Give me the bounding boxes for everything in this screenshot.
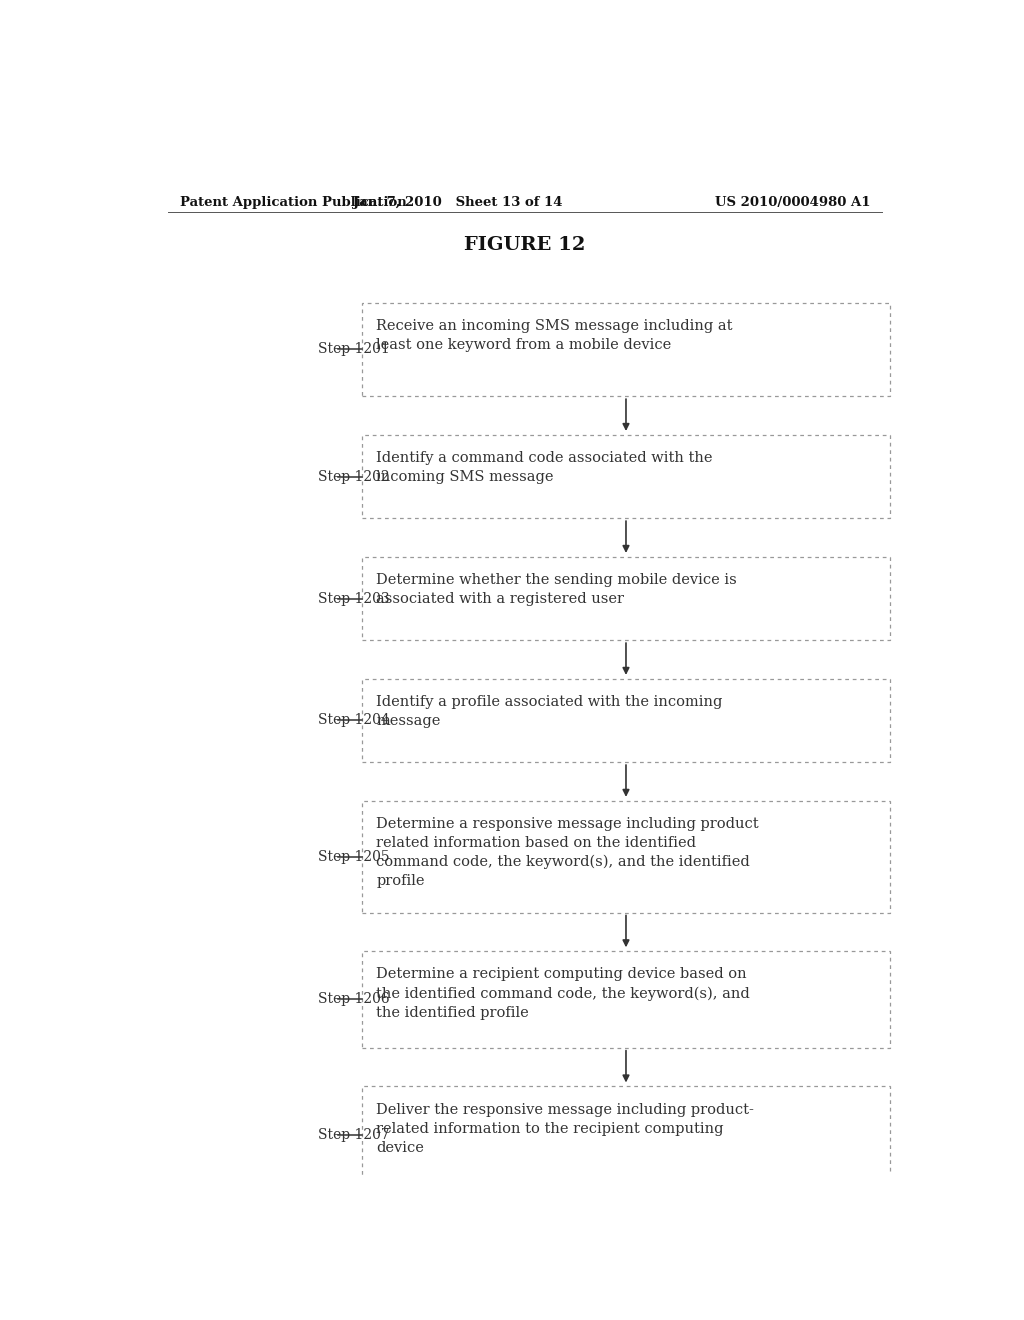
- Text: Identify a command code associated with the
incoming SMS message: Identify a command code associated with …: [377, 451, 713, 484]
- Text: Receive an incoming SMS message including at
least one keyword from a mobile dev: Receive an incoming SMS message includin…: [377, 319, 733, 352]
- Text: Determine whether the sending mobile device is
associated with a registered user: Determine whether the sending mobile dev…: [377, 573, 737, 606]
- Text: Step 1207: Step 1207: [318, 1127, 390, 1142]
- FancyBboxPatch shape: [362, 1086, 890, 1183]
- Text: Determine a responsive message including product
related information based on th: Determine a responsive message including…: [377, 817, 759, 888]
- Text: Step 1204: Step 1204: [318, 714, 390, 727]
- Text: Deliver the responsive message including product-
related information to the rec: Deliver the responsive message including…: [377, 1102, 755, 1155]
- FancyBboxPatch shape: [362, 678, 890, 762]
- Text: Step 1202: Step 1202: [318, 470, 390, 483]
- FancyBboxPatch shape: [362, 302, 890, 396]
- Text: Step 1201: Step 1201: [318, 342, 390, 356]
- Text: Step 1205: Step 1205: [318, 850, 390, 863]
- Text: Jan. 7, 2010   Sheet 13 of 14: Jan. 7, 2010 Sheet 13 of 14: [352, 195, 562, 209]
- Text: US 2010/0004980 A1: US 2010/0004980 A1: [715, 195, 870, 209]
- Text: Step 1203: Step 1203: [318, 591, 390, 606]
- Text: Determine a recipient computing device based on
the identified command code, the: Determine a recipient computing device b…: [377, 968, 751, 1020]
- Text: Step 1206: Step 1206: [318, 993, 390, 1006]
- Text: FIGURE 12: FIGURE 12: [464, 236, 586, 253]
- Text: Patent Application Publication: Patent Application Publication: [179, 195, 407, 209]
- FancyBboxPatch shape: [362, 557, 890, 640]
- FancyBboxPatch shape: [362, 434, 890, 519]
- FancyBboxPatch shape: [362, 952, 890, 1048]
- Text: Identify a profile associated with the incoming
message: Identify a profile associated with the i…: [377, 696, 723, 729]
- FancyBboxPatch shape: [362, 801, 890, 912]
